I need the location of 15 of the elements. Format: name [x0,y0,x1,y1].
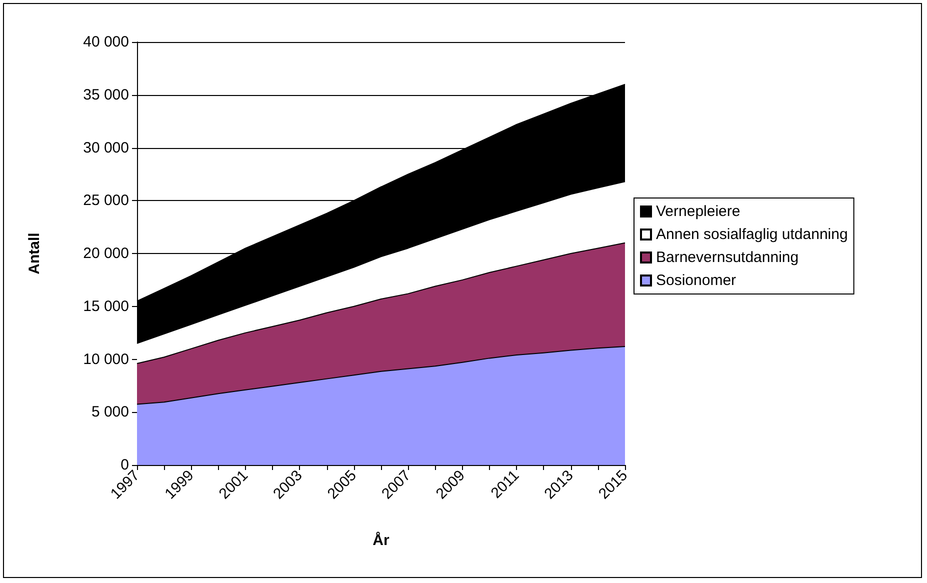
y-tick-label: 10 000 [83,350,129,368]
y-tick-label: 15 000 [83,298,129,315]
y-tick-label: 20 000 [83,245,129,262]
x-axis-title: År [372,531,390,549]
y-tick-label: 30 000 [83,139,129,156]
legend-label: Annen sosialfaglig utdanning [656,226,848,243]
y-tick-label: 5 000 [91,404,129,421]
y-tick-label: 35 000 [83,86,129,104]
legend-label: Sosionomer [656,272,736,289]
legend-label: Barnevernsutdanning [656,249,799,266]
y-tick-label: 40 000 [83,34,129,50]
y-tick-label: 0 [120,456,129,474]
y-tick-label: 25 000 [83,192,129,210]
legend-label: Vernepleiere [656,203,740,220]
y-axis-title: Antall [26,232,43,274]
